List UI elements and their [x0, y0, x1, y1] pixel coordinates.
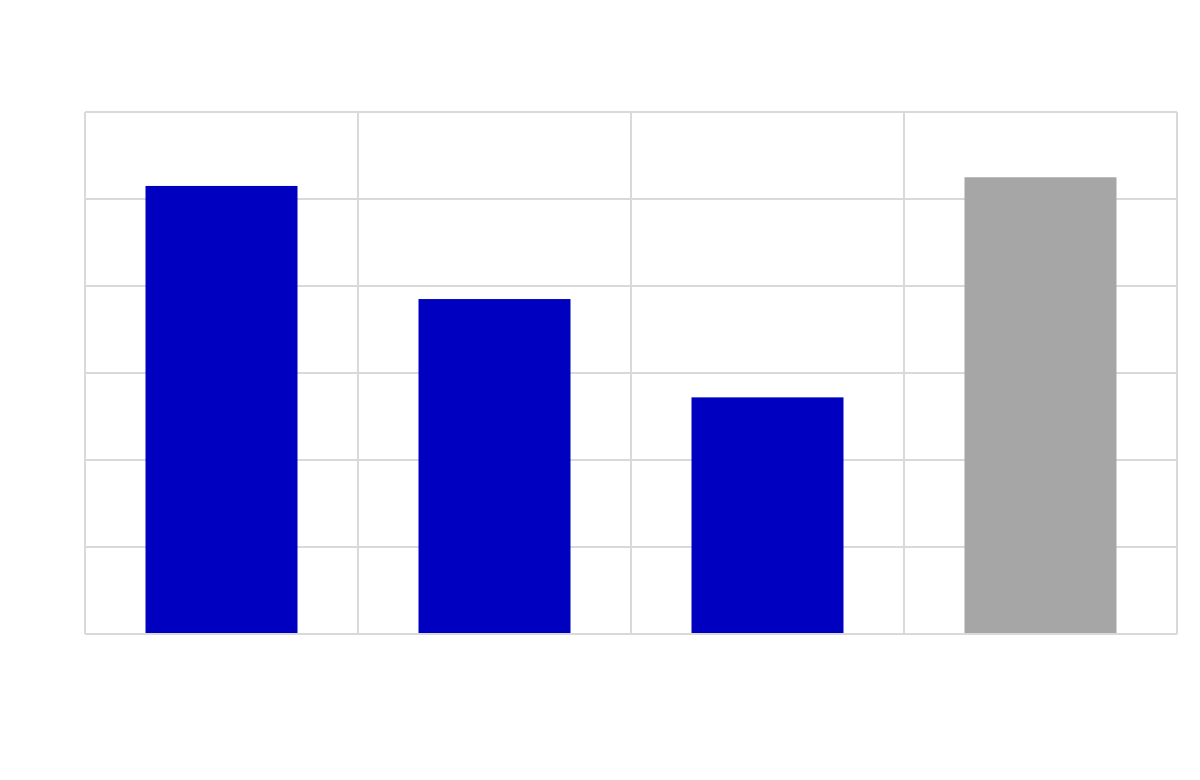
bar-1	[145, 185, 298, 634]
bar-4	[964, 177, 1117, 634]
bar-3	[691, 397, 844, 634]
bars	[145, 177, 1117, 634]
bar-2	[418, 299, 571, 634]
